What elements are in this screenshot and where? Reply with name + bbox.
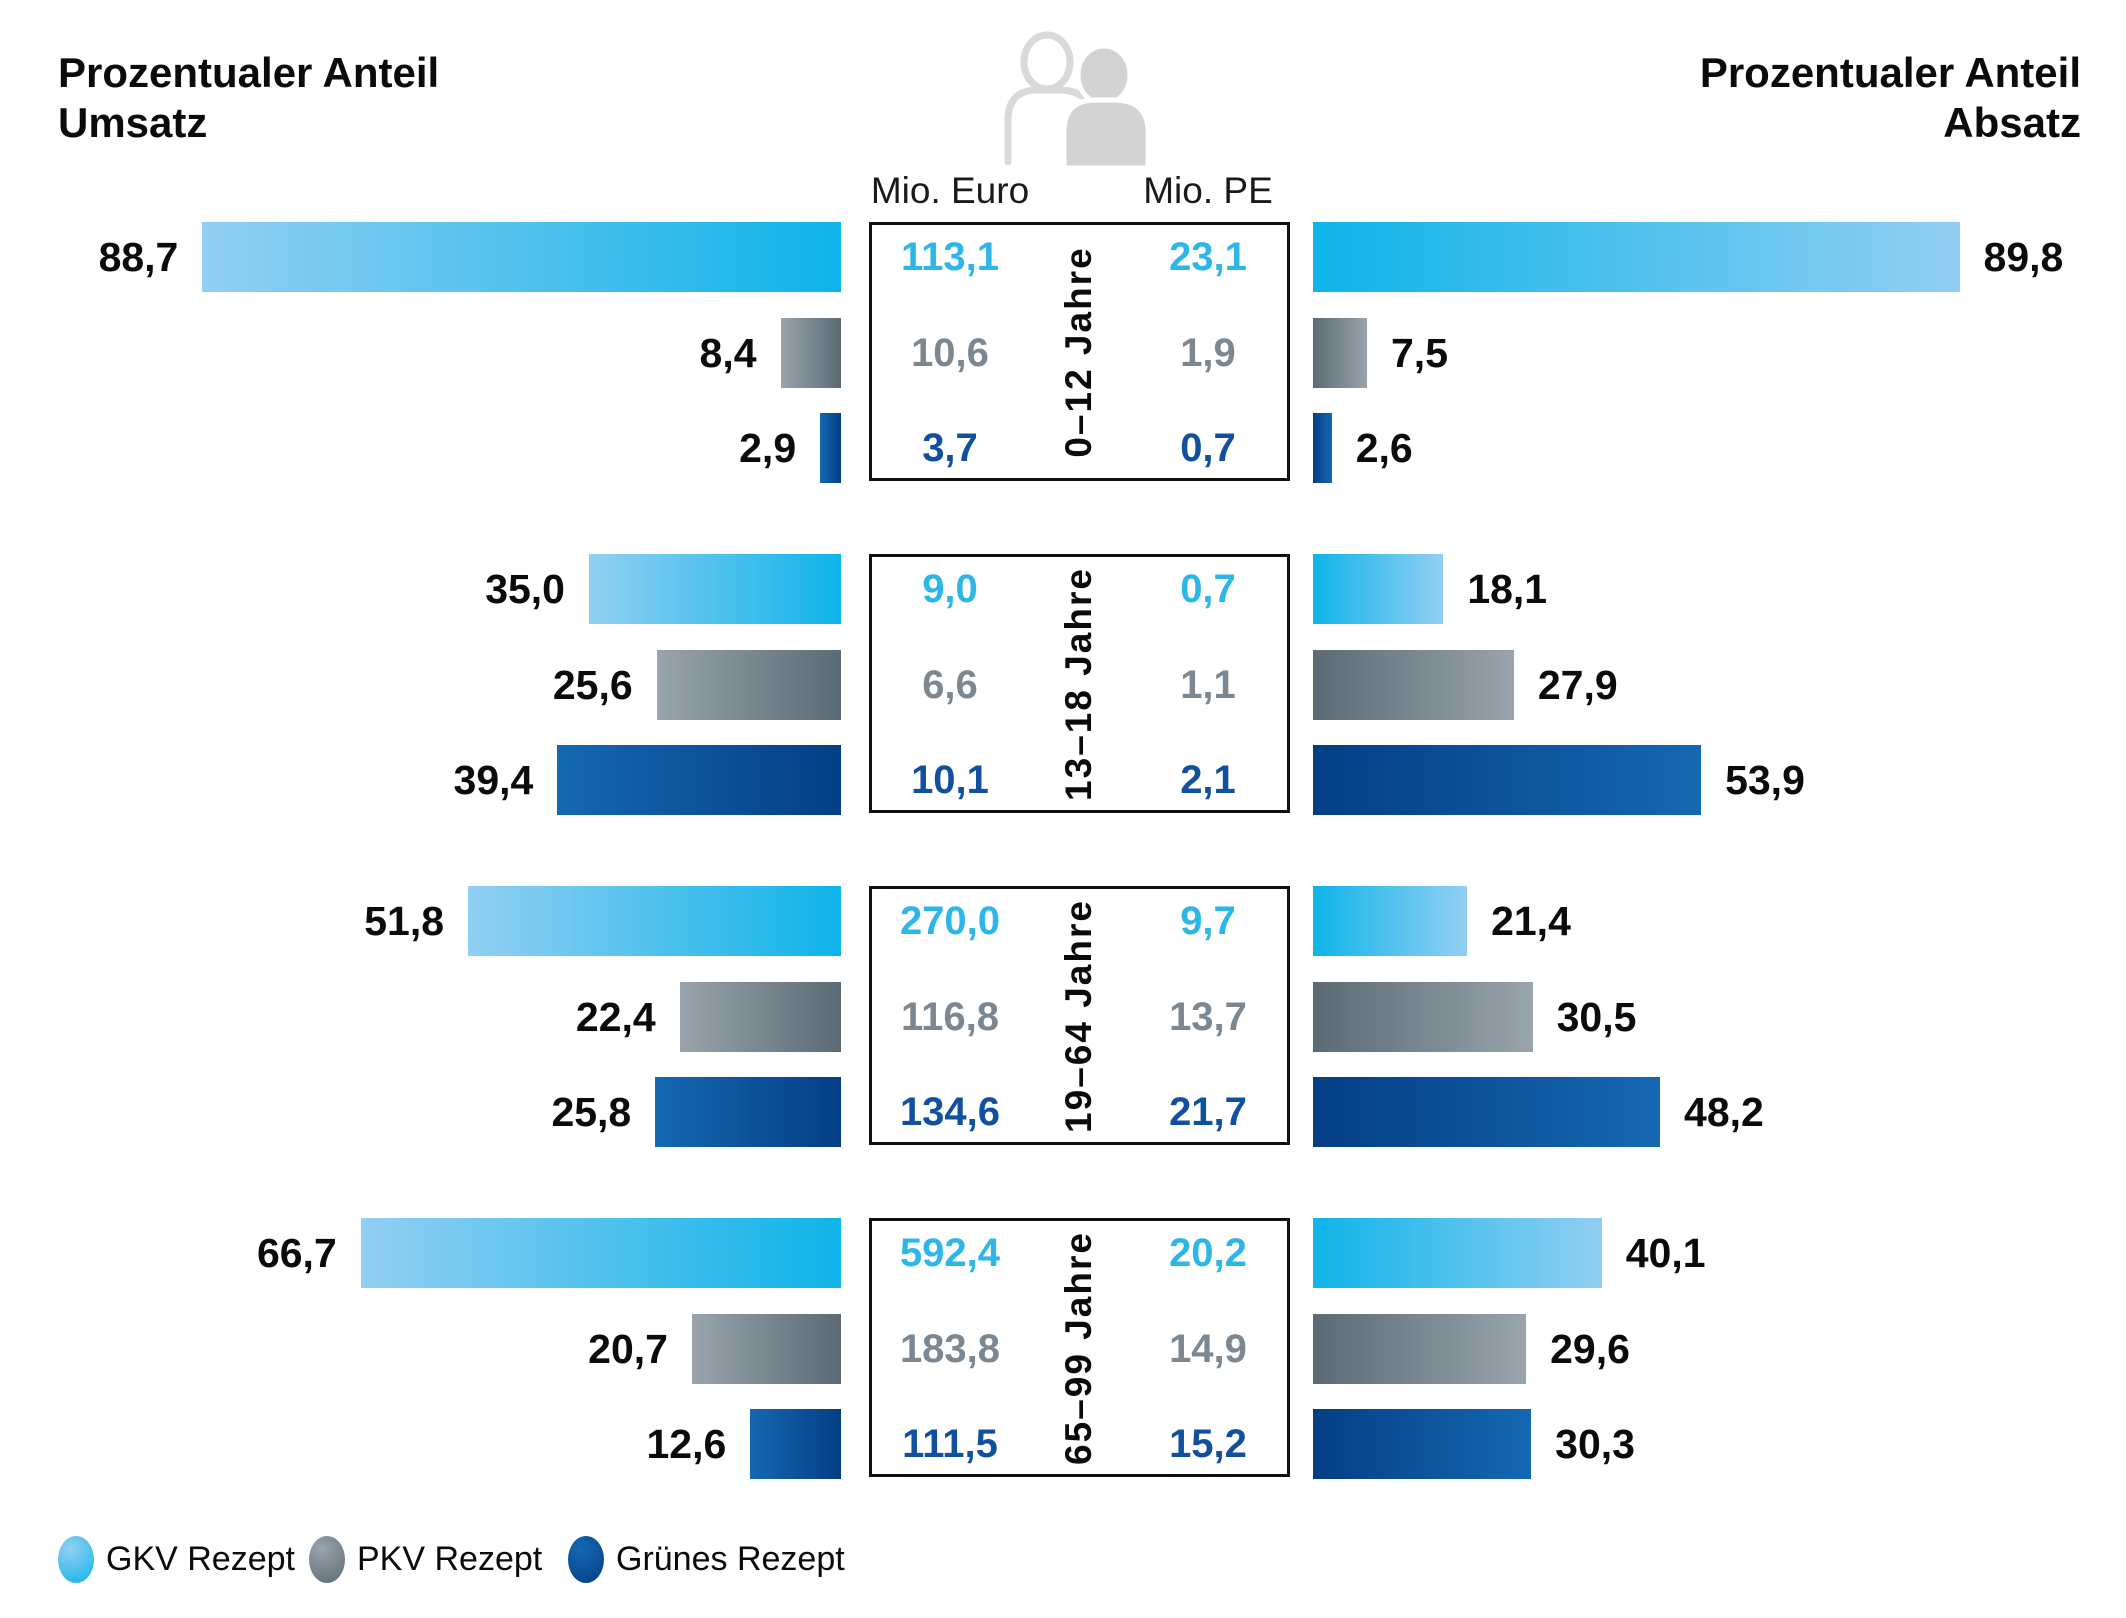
legend-label: PKV Rezept [357,1539,543,1578]
legend-swatch-gkv [58,1535,94,1583]
mio-pe-value: 2,1 [1180,758,1236,802]
legend-swatch-pkv [309,1535,345,1583]
umsatz-bar-gkv [589,554,841,624]
absatz-value-label: 27,9 [1537,662,1618,708]
umsatz-bar-gruenes [820,413,841,483]
absatz-bar-gruenes [1313,1077,1661,1147]
mio-euro-value: 6,6 [922,663,978,707]
absatz-bar-pkv [1313,1314,1527,1384]
legend-item-gkv: GKV Rezept [58,1534,295,1584]
age-group-label: 0–12 Jahre [1058,246,1099,458]
legend-item-gruenes: Grünes Rezept [568,1534,845,1584]
mio-pe-value: 21,7 [1169,1090,1247,1134]
mio-euro-value: 9,0 [922,567,978,611]
column-header-mio-euro: Mio. Euro [870,170,1030,211]
mio-pe-value: 14,9 [1169,1327,1247,1371]
umsatz-value-label: 88,7 [98,234,179,280]
mio-pe-value: 23,1 [1169,235,1247,279]
mio-pe-value: 13,7 [1169,995,1247,1039]
legend-label: GKV Rezept [106,1539,295,1578]
mio-euro-value: 134,6 [899,1090,1001,1134]
legend-swatch-gruenes [568,1535,604,1583]
age-group-box [869,1218,1290,1477]
umsatz-value-label: 39,4 [453,757,534,803]
absatz-value-label: 21,4 [1491,898,1571,944]
absatz-bar-gkv [1313,886,1468,956]
umsatz-bar-gruenes [655,1077,841,1147]
mio-euro-value: 113,1 [901,235,999,279]
column-header-mio-pe: Mio. PE [1143,170,1273,211]
age-group-label: 65–99 Jahre [1058,1231,1099,1465]
mio-euro-value: 592,4 [899,1231,1001,1275]
mio-pe-value: 15,2 [1169,1422,1247,1466]
age-group-box [869,554,1290,813]
mio-pe-value: 1,9 [1180,331,1236,375]
left-title-line1: Prozentualer Anteil [58,49,440,96]
age-group-label: 13–18 Jahre [1058,567,1099,801]
umsatz-bar-pkv [679,982,841,1052]
legend-item-pkv: PKV Rezept [309,1534,542,1584]
umsatz-value-label: 20,7 [588,1326,668,1372]
mio-pe-value: 0,7 [1180,426,1236,470]
absatz-bar-pkv [1313,982,1533,1052]
right-title-line1: Prozentualer Anteil [1699,49,2081,96]
umsatz-bar-gkv [202,222,841,292]
absatz-bar-gkv [1313,1218,1602,1288]
mio-euro-value: 270,0 [899,899,1001,943]
mio-euro-value: 10,1 [911,758,989,802]
umsatz-bar-pkv [656,650,841,720]
age-group-box [869,886,1290,1145]
mio-euro-value: 3,7 [922,426,978,470]
absatz-value-label: 30,3 [1555,1421,1635,1467]
umsatz-value-label: 2,9 [739,425,797,471]
absatz-value-label: 53,9 [1725,757,1805,803]
absatz-value-label: 30,5 [1556,994,1637,1040]
umsatz-value-label: 8,4 [699,330,757,376]
mio-pe-value: 1,1 [1180,663,1236,707]
absatz-bar-pkv [1313,650,1514,720]
age-group-box [869,222,1290,481]
mio-pe-value: 0,7 [1180,567,1236,611]
absatz-bar-gkv [1313,554,1444,624]
absatz-bar-gruenes [1313,413,1332,483]
absatz-value-label: 48,2 [1684,1089,1764,1135]
absatz-value-label: 18,1 [1467,566,1548,612]
umsatz-value-label: 25,8 [551,1089,632,1135]
umsatz-bar-gkv [468,886,841,956]
umsatz-bar-gruenes [750,1409,841,1479]
legend-label: Grünes Rezept [616,1539,845,1578]
right-title-line2: Absatz [1943,99,2081,146]
mio-pe-value: 20,2 [1169,1231,1247,1275]
absatz-value-label: 40,1 [1625,1230,1706,1276]
absatz-bar-gruenes [1313,1409,1532,1479]
mio-euro-value: 111,5 [902,1422,998,1466]
two-people-icon [1004,31,1151,168]
left-title-line2: Umsatz [58,99,208,146]
umsatz-value-label: 51,8 [364,898,445,944]
umsatz-bar-gruenes [557,745,841,815]
mio-euro-value: 10,6 [911,331,989,375]
umsatz-value-label: 66,7 [256,1230,337,1276]
absatz-bar-pkv [1313,318,1367,388]
umsatz-value-label: 12,6 [646,1421,727,1467]
umsatz-bar-gkv [360,1218,841,1288]
absatz-value-label: 89,8 [1983,234,2064,280]
absatz-value-label: 2,6 [1355,425,1413,471]
age-group-label: 19–64 Jahre [1058,899,1099,1133]
right-axis-title: Prozentualer Anteil Absatz [1700,48,2081,148]
absatz-bar-gruenes [1313,745,1702,815]
absatz-bar-gkv [1313,222,1960,292]
umsatz-value-label: 35,0 [485,566,565,612]
umsatz-bar-pkv [780,318,841,388]
absatz-value-label: 7,5 [1391,330,1448,376]
mio-euro-value: 116,8 [901,995,999,1039]
left-axis-title: Prozentualer Anteil Umsatz [58,48,439,148]
absatz-value-label: 29,6 [1550,1326,1630,1372]
umsatz-bar-pkv [691,1314,841,1384]
umsatz-value-label: 25,6 [552,662,633,708]
umsatz-value-label: 22,4 [575,994,656,1040]
mio-pe-value: 9,7 [1180,899,1236,943]
mio-euro-value: 183,8 [899,1327,1001,1371]
